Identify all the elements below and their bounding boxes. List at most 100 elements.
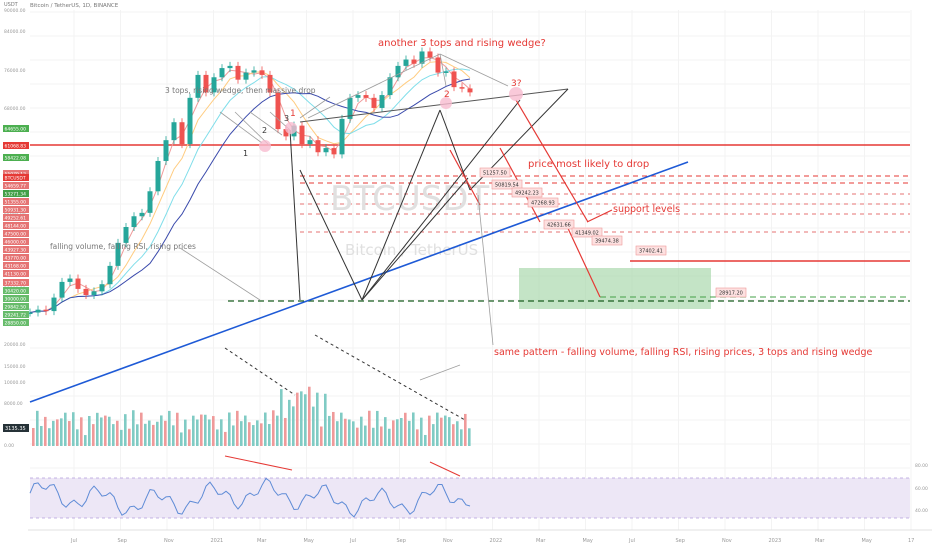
volume-decline-1 [224, 347, 296, 396]
support-level-label: 42631.66 [547, 223, 571, 229]
volume-bar [276, 415, 279, 446]
volume-tag-label: 3135.35 [5, 426, 26, 432]
x-tick-label: Sep [118, 538, 127, 544]
rsi-line [29, 477, 471, 518]
volume-bar [204, 414, 207, 446]
wedge-line-6 [361, 99, 521, 301]
watermark-sub: Bitcoin / TetherUS [345, 241, 478, 259]
x-tick-label: Sep [397, 538, 406, 544]
price-tag-label: 53271.34 [5, 191, 27, 197]
volume-bar [132, 410, 135, 446]
x-tick-label: May [304, 538, 314, 544]
volume-bar [280, 389, 283, 446]
price-tag [3, 174, 29, 181]
price-tag-label: 29842.50 [5, 304, 27, 310]
price-tag-label: 61068.83 [5, 143, 27, 149]
volume-bar [64, 412, 67, 446]
volume-bar [196, 419, 199, 446]
support-level-tag [715, 287, 747, 298]
rsi-divergence [224, 455, 293, 471]
long-trendline [29, 161, 689, 403]
price-tag-label: 43168.00 [5, 263, 27, 269]
support-level-label: 37402.41 [639, 249, 663, 255]
volume-bar [72, 412, 75, 446]
target-zone [519, 268, 711, 309]
price-tag-label: 43927.30 [5, 247, 27, 253]
price-tag [3, 319, 29, 326]
volume-bar [444, 415, 447, 446]
x-tick-label: Jul [70, 538, 77, 544]
moving-average-line [29, 78, 471, 313]
volume-bar [68, 421, 71, 446]
volume-bar [188, 429, 191, 446]
volume-bar [288, 399, 291, 446]
top-marker [259, 140, 271, 152]
volume-bar [428, 415, 431, 446]
x-tick-label: Nov [722, 538, 732, 544]
volume-bar [80, 417, 83, 446]
rsi-divergence [429, 461, 461, 477]
support-level-label: 41349.02 [575, 231, 599, 237]
x-tick-label: Mar [257, 538, 267, 544]
price-tag [3, 270, 29, 277]
volume-bar [420, 417, 423, 446]
x-tick-label: Nov [443, 538, 453, 544]
rsi-tick-label: 80.00 [915, 463, 928, 469]
volume-bar [336, 421, 339, 446]
x-tick-label: May [862, 538, 872, 544]
annotation-price-drop: price most likely to drop [528, 159, 649, 170]
volume-bar [284, 417, 287, 446]
x-tick-label: 2023 [769, 538, 782, 544]
volume-bar [352, 421, 355, 446]
price-tag [3, 279, 29, 286]
top-marker [509, 87, 523, 101]
price-tag-label: 30000.00 [5, 296, 27, 302]
annotation-support: support levels [613, 204, 680, 215]
volume-bar [452, 424, 455, 446]
top-label: 2 [444, 90, 450, 100]
volume-bar [432, 424, 435, 446]
annotation-top: another 3 tops and rising wedge? [378, 38, 546, 49]
y-tick-label: 84000.00 [4, 29, 26, 35]
price-tag [3, 262, 29, 269]
price-tag-label: 46000.00 [5, 239, 27, 245]
volume-bar [332, 411, 335, 446]
volume-bar [184, 419, 187, 446]
support-level-tag [543, 219, 575, 230]
x-tick-label: Mar [536, 538, 546, 544]
volume-bar [300, 391, 303, 446]
price-tag [3, 190, 29, 197]
volume-bar [232, 425, 235, 446]
volume-bar [180, 432, 183, 446]
volume-bar [128, 428, 131, 446]
volume-bar [88, 416, 91, 446]
volume-bar [236, 410, 239, 446]
volume-bar [268, 424, 271, 446]
top-label: 2 [262, 126, 267, 135]
support-level-tag [491, 179, 523, 190]
volume-bar [152, 424, 155, 446]
volume-bar [248, 422, 251, 446]
support-level-tag [635, 245, 667, 256]
volume-bar [436, 412, 439, 446]
price-tag-label: 41130.00 [5, 271, 27, 277]
volume-bar [120, 429, 123, 446]
support-level-tag [591, 235, 623, 246]
wedge-upper [299, 88, 569, 123]
volume-bar [220, 419, 223, 446]
volume-bar [468, 428, 471, 446]
y-tick-label: 0.00 [4, 443, 14, 449]
price-tag [3, 303, 29, 310]
support-level-label: 51257.50 [483, 171, 507, 177]
volume-bar [448, 417, 451, 446]
rsi-tick-label: 40.00 [915, 508, 928, 514]
volume-bar [136, 424, 139, 446]
volume-bar [324, 393, 327, 446]
price-tag-label: 54659.77 [5, 183, 27, 189]
annotation-left-pattern: 3 tops, rising wedge, then massive drop [165, 86, 316, 95]
price-tag-label: 28850.00 [5, 320, 27, 326]
support-level-label: 49242.23 [515, 191, 539, 197]
volume-bar [308, 386, 311, 446]
